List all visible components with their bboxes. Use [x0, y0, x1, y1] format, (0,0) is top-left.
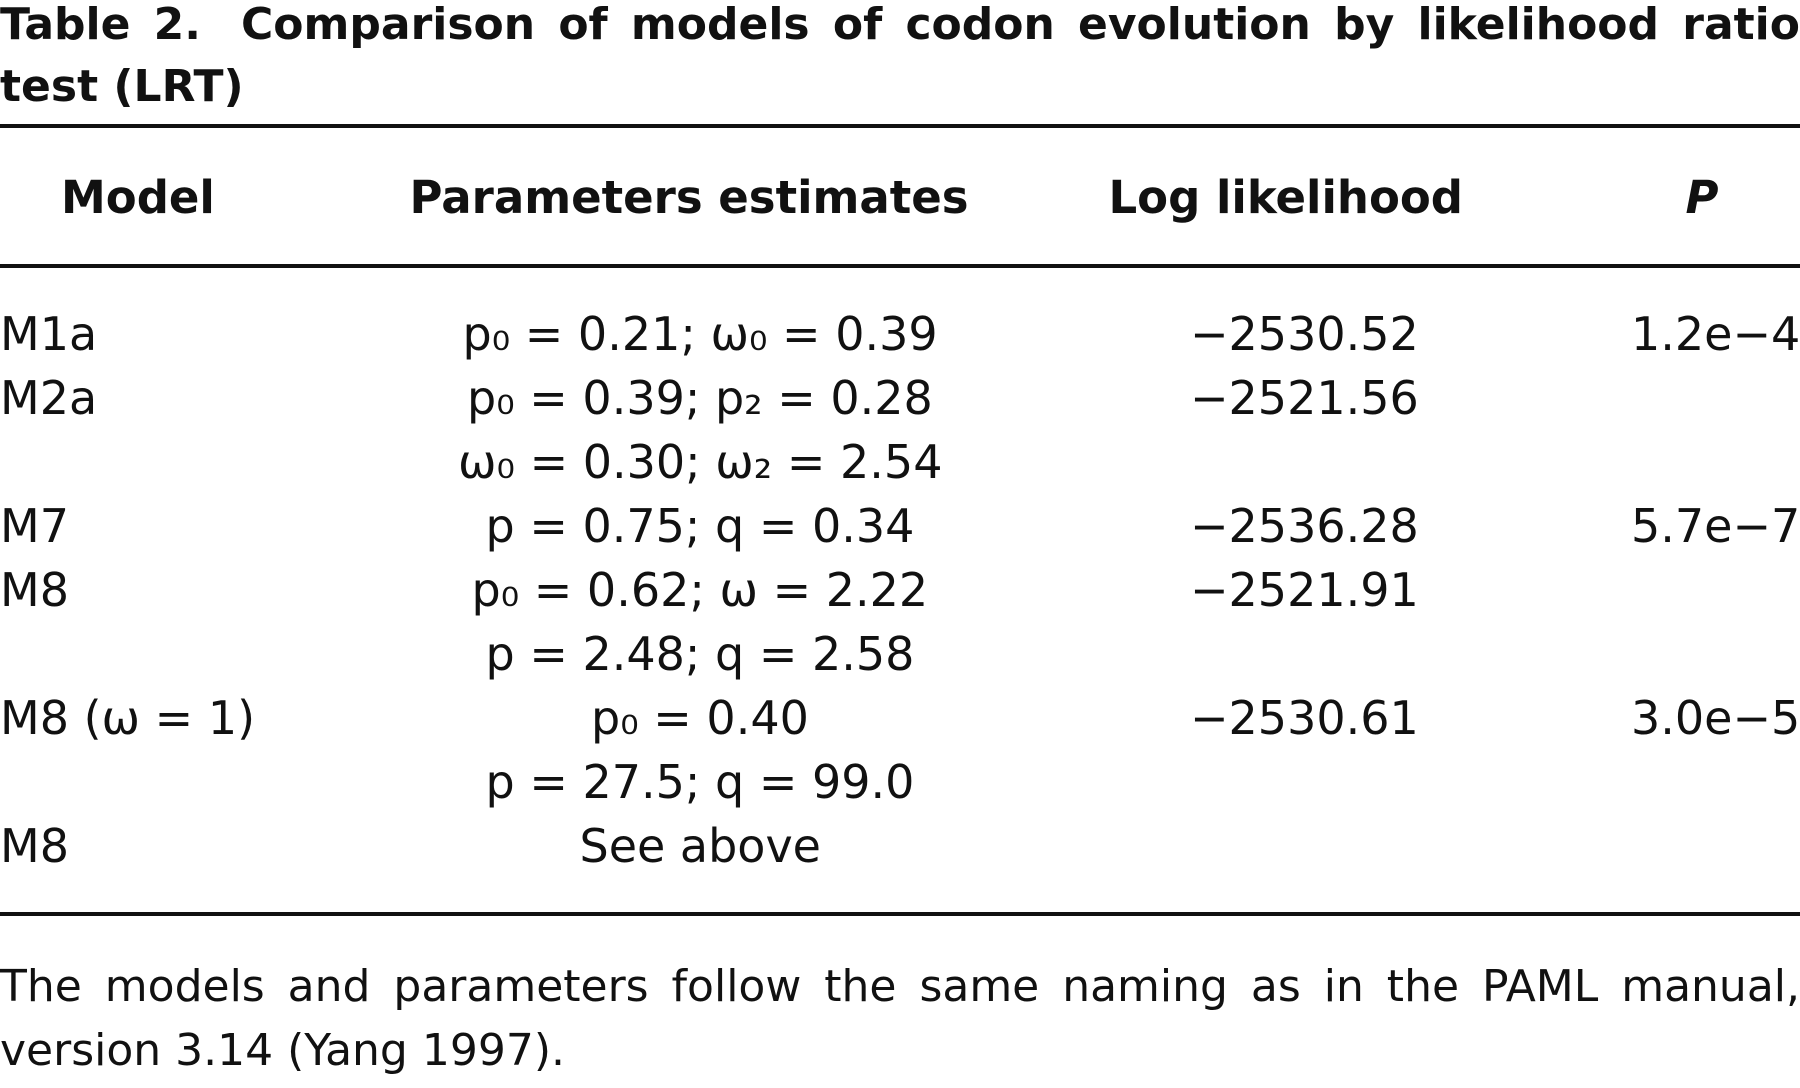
top-rule: [0, 124, 1800, 128]
column-header: P: [1685, 171, 1719, 224]
bottom-rule: [0, 912, 1800, 916]
title-text: Comparison of models of codon evolution …: [0, 0, 1800, 112]
parameter-cell: p₀ = 0.40: [591, 691, 809, 745]
parameter-cell: p₀ = 0.39; p₂ = 0.28: [467, 371, 933, 425]
model-cell: M1a: [0, 307, 98, 361]
header-rule: [0, 264, 1800, 268]
parameter-cell: p = 2.48; q = 2.58: [485, 627, 915, 681]
parameter-cell: See above: [579, 819, 821, 873]
model-cell: M8: [0, 819, 69, 873]
parameter-cell: p = 0.75; q = 0.34: [485, 499, 915, 553]
p-value-cell: 1.2e−4: [1631, 307, 1800, 361]
parameter-cell: p = 27.5; q = 99.0: [485, 755, 915, 809]
table-title: Table 2. Comparison of models of codon ev…: [0, 0, 1800, 118]
column-header: Log likelihood: [1108, 171, 1464, 224]
parameter-cell: ω₀ = 0.30; ω₂ = 2.54: [458, 435, 943, 489]
p-value-cell: 3.0e−5: [1631, 691, 1800, 745]
p-value-cell: 5.7e−7: [1631, 499, 1800, 553]
log-likelihood-cell: −2521.56: [1190, 371, 1419, 425]
model-cell: M8 (ω = 1): [0, 691, 256, 745]
parameter-cell: p₀ = 0.21; ω₀ = 0.39: [462, 307, 938, 361]
model-cell: M2a: [0, 371, 98, 425]
column-header: Model: [61, 171, 215, 224]
log-likelihood-cell: −2530.61: [1190, 691, 1419, 745]
parameter-cell: p₀ = 0.62; ω = 2.22: [471, 563, 929, 617]
log-likelihood-cell: −2530.52: [1190, 307, 1419, 361]
column-header: Parameters estimates: [409, 171, 969, 224]
footnote: The models and parameters follow the sam…: [0, 961, 1800, 1076]
title-label: Table 2.: [0, 0, 202, 50]
model-cell: M7: [0, 499, 69, 553]
model-cell: M8: [0, 563, 69, 617]
log-likelihood-cell: −2521.91: [1190, 563, 1419, 617]
log-likelihood-cell: −2536.28: [1190, 499, 1419, 553]
